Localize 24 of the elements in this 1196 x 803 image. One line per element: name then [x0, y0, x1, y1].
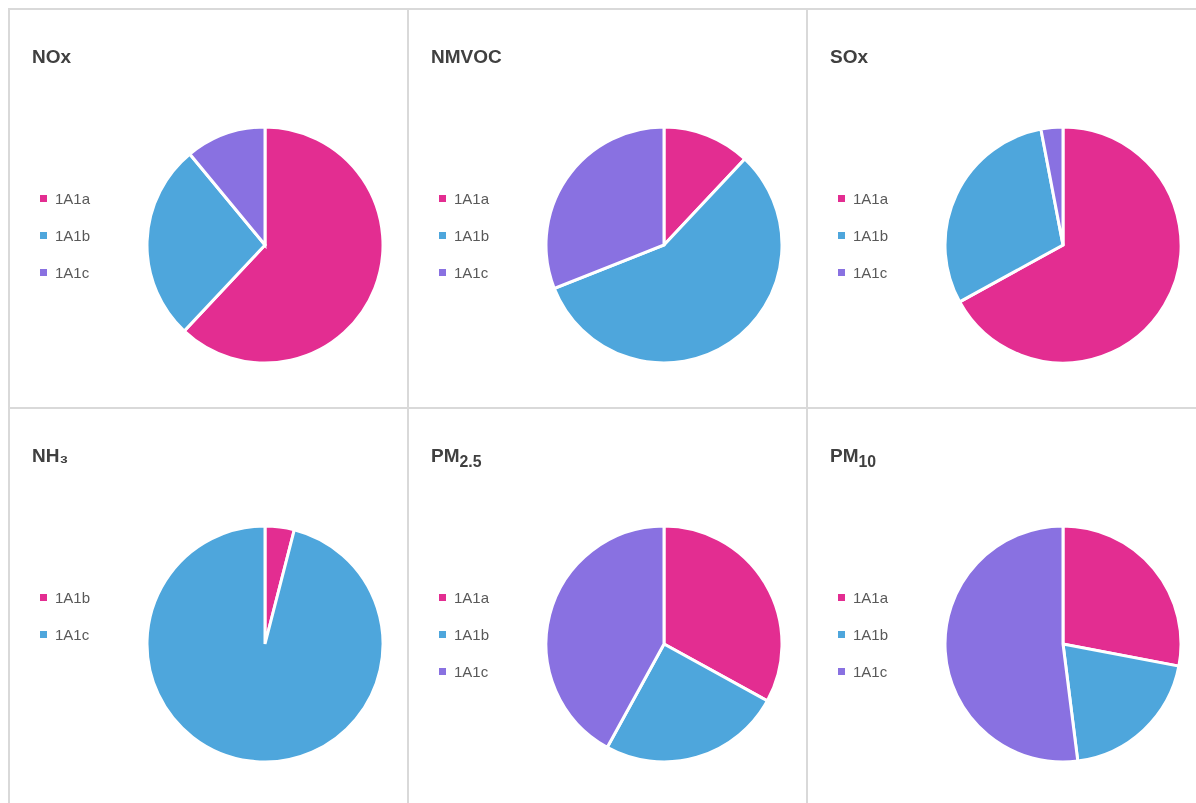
- legend-label: 1A1a: [55, 190, 91, 207]
- legend-label: 1A1c: [454, 663, 489, 680]
- legend-label: 1A1b: [55, 227, 91, 244]
- pie-slice: [145, 524, 385, 764]
- chart-title: NOx: [32, 46, 72, 68]
- chart-title: NMVOC: [431, 46, 502, 68]
- legend-label: 1A1a: [853, 589, 889, 606]
- chart-title: SOx: [830, 46, 869, 68]
- legend-label: 1A1c: [454, 264, 489, 281]
- legend-label: 1A1c: [853, 264, 888, 281]
- legend-label: 1A1c: [55, 264, 90, 281]
- legend-label: 1A1a: [454, 190, 490, 207]
- chart-title: NH₃: [32, 445, 69, 467]
- legend-label: 1A1a: [454, 589, 490, 606]
- legend-label: 1A1b: [55, 589, 91, 606]
- legend-label: 1A1b: [853, 626, 889, 643]
- legend-label: 1A1b: [454, 626, 490, 643]
- legend-label: 1A1b: [454, 227, 490, 244]
- chart-title: PM$_{10}$: [830, 445, 877, 471]
- legend-label: 1A1c: [853, 663, 888, 680]
- legend-label: 1A1b: [853, 227, 889, 244]
- legend-label: 1A1a: [853, 190, 889, 207]
- chart-title: PM$_{2.5}$: [431, 445, 482, 471]
- legend-label: 1A1c: [55, 626, 90, 643]
